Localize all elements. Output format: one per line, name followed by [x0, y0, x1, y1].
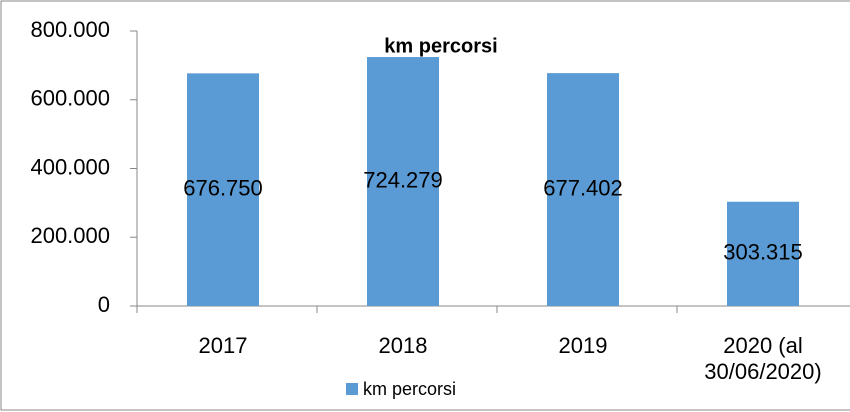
data-label: 676.750 [183, 175, 263, 200]
x-tick-label: 2019 [558, 333, 608, 358]
legend-swatch [346, 383, 358, 395]
bar [547, 73, 619, 306]
data-label: 724.279 [363, 167, 443, 192]
legend-label: km percorsi [363, 379, 456, 399]
y-tick-label: 0 [98, 292, 110, 317]
y-tick-label: 400.000 [30, 154, 110, 179]
bar [187, 73, 259, 306]
data-label: 303.315 [723, 240, 803, 265]
chart-title: km percorsi [384, 35, 497, 57]
bar [727, 201, 799, 306]
y-tick-label: 600.000 [30, 86, 110, 111]
x-tick-label: 2020 (al 30/06/2020) [704, 333, 822, 384]
y-tick-label: 200.000 [30, 223, 110, 248]
x-tick-label: 2017 [198, 333, 248, 358]
bar [367, 57, 439, 306]
x-tick-label: 2018 [378, 333, 428, 358]
y-tick-label: 800.000 [30, 17, 110, 42]
data-label: 677.402 [543, 175, 623, 200]
